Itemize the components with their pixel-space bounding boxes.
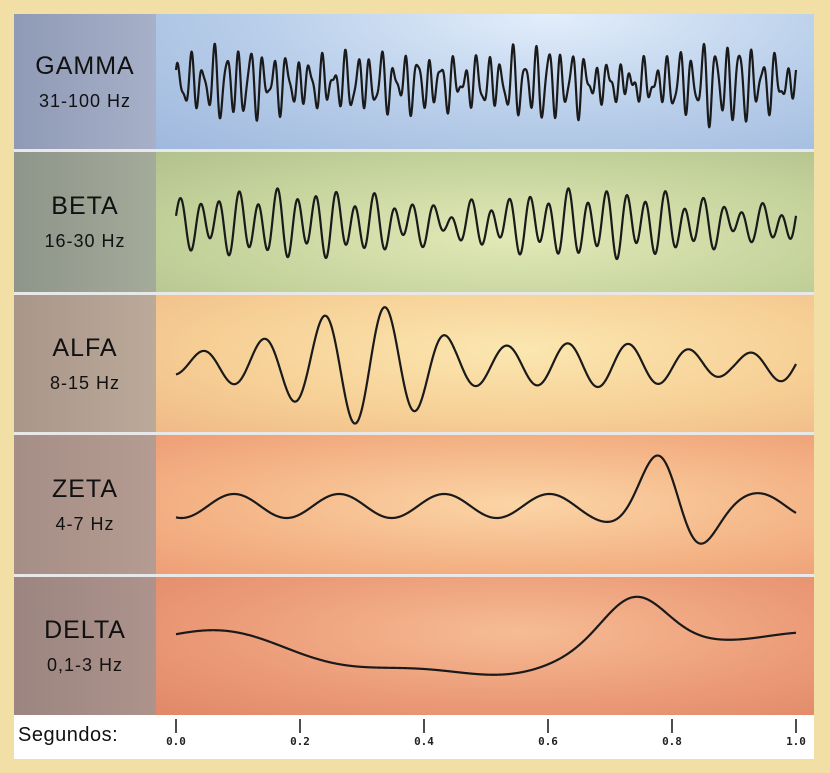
tick-label: 0.4	[414, 735, 434, 748]
wave-line	[175, 454, 797, 545]
band-label-alfa: ALFA 8-15 Hz	[14, 295, 156, 432]
band-frequency: 4-7 Hz	[55, 513, 115, 534]
wave-beta	[174, 187, 798, 261]
wave-line	[174, 187, 798, 261]
band-delta: DELTA 0,1-3 Hz	[14, 577, 814, 715]
tick-label: 0.2	[290, 735, 310, 748]
band-beta: BETA 16-30 Hz	[14, 152, 814, 295]
band-name: ALFA	[52, 333, 118, 362]
band-label-zeta: ZETA 4-7 Hz	[14, 435, 156, 574]
wave-alfa	[175, 306, 797, 425]
wave-line	[174, 42, 798, 129]
band-frequency: 0,1-3 Hz	[46, 655, 124, 675]
band-alfa: ALFA 8-15 Hz	[14, 295, 814, 435]
band-name: DELTA	[44, 616, 126, 644]
wave-area-beta	[156, 152, 814, 292]
band-label-delta: DELTA 0,1-3 Hz	[14, 577, 156, 715]
wave-delta	[175, 595, 797, 676]
band-label-beta: BETA 16-30 Hz	[14, 152, 156, 292]
tick-label: 0.6	[538, 735, 558, 748]
band-frequency: 16-30 Hz	[44, 231, 126, 251]
wave-area-delta	[156, 577, 814, 715]
wave-area-zeta	[156, 435, 814, 574]
wave-area-gamma	[156, 14, 814, 149]
band-zeta: ZETA 4-7 Hz	[14, 435, 814, 577]
band-name: GAMMA	[35, 51, 135, 80]
wave-line	[175, 306, 797, 425]
band-frequency: 31-100 Hz	[38, 90, 132, 111]
band-frequency: 8-15 Hz	[49, 372, 121, 393]
tick-label: 0.0	[166, 735, 186, 748]
tick-label: 0.8	[662, 735, 682, 748]
band-label-gamma: GAMMA 31-100 Hz	[14, 14, 156, 149]
wave-gamma	[174, 42, 798, 129]
wave-zeta	[175, 454, 797, 545]
wave-area-alfa	[156, 295, 814, 432]
axis-label: Segundos:	[18, 724, 119, 746]
band-gamma: GAMMA 31-100 Hz	[14, 14, 814, 152]
time-axis: Segundos: 0.0 0.2 0.4 0.6 0.8 1.0	[14, 715, 814, 759]
tick-label: 1.0	[786, 735, 806, 748]
band-name: ZETA	[51, 474, 119, 503]
band-name: BETA	[51, 192, 119, 220]
brainwave-diagram: GAMMA 31-100 Hz BETA 16-30 Hz ALFA 8-15 …	[14, 14, 814, 759]
time-axis-ticks: 0.0 0.2 0.4 0.6 0.8 1.0	[166, 719, 806, 748]
wave-line	[175, 595, 797, 676]
